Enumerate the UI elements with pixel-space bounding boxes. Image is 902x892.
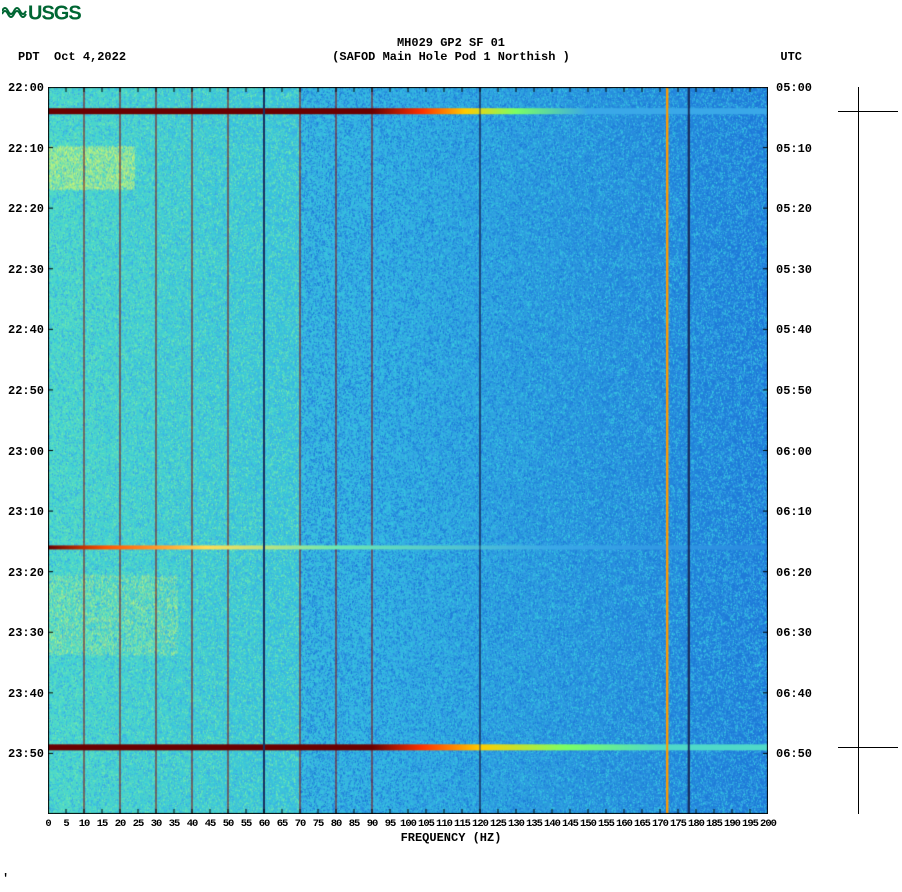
x-tick: 185: [706, 818, 722, 830]
x-tick: 40: [187, 818, 198, 830]
usgs-logo: USGS: [2, 2, 81, 26]
utc-label: UTC: [780, 50, 802, 64]
x-tick: 35: [169, 818, 180, 830]
y-tick-left: 23:40: [8, 687, 44, 701]
x-tick: 65: [277, 818, 288, 830]
y-tick-left: 22:10: [8, 142, 44, 156]
pdt-label-block: PDT Oct 4,2022: [18, 50, 126, 64]
x-tick: 130: [508, 818, 524, 830]
x-tick: 15: [97, 818, 108, 830]
pdt-label: PDT: [18, 50, 40, 64]
y-tick-right: 05:10: [776, 142, 812, 156]
x-tick: 55: [241, 818, 252, 830]
y-tick-left: 22:20: [8, 202, 44, 216]
y-tick-right: 06:10: [776, 505, 812, 519]
y-tick-left: 23:10: [8, 505, 44, 519]
x-tick: 180: [688, 818, 704, 830]
y-tick-right: 05:40: [776, 323, 812, 337]
y-tick-left: 22:30: [8, 263, 44, 277]
y-tick-right: 05:50: [776, 384, 812, 398]
x-tick: 90: [367, 818, 378, 830]
x-tick: 25: [133, 818, 144, 830]
x-tick: 110: [436, 818, 452, 830]
x-tick: 70: [295, 818, 306, 830]
x-tick: 190: [724, 818, 740, 830]
y-tick-left: 22:50: [8, 384, 44, 398]
y-tick-left: 22:00: [8, 81, 44, 95]
x-tick: 155: [598, 818, 614, 830]
chart-title-1: MH029 GP2 SF 01: [0, 36, 902, 50]
x-axis-label: FREQUENCY (HZ): [0, 831, 902, 845]
y-tick-right: 06:50: [776, 747, 812, 761]
y-tick-right: 06:40: [776, 687, 812, 701]
y-tick-right: 06:00: [776, 445, 812, 459]
x-tick: 200: [760, 818, 776, 830]
x-tick: 75: [313, 818, 324, 830]
x-tick: 20: [115, 818, 126, 830]
x-tick: 105: [418, 818, 434, 830]
x-tick: 170: [652, 818, 668, 830]
spectrogram-plot: [48, 87, 768, 814]
x-tick: 85: [349, 818, 360, 830]
x-tick: 10: [79, 818, 90, 830]
x-tick: 60: [259, 818, 270, 830]
side-trace-spike: [838, 111, 898, 112]
y-tick-left: 22:40: [8, 323, 44, 337]
side-trace-spike: [838, 747, 898, 748]
x-tick: 165: [634, 818, 650, 830]
x-tick: 95: [385, 818, 396, 830]
y-tick-left: 23:30: [8, 626, 44, 640]
y-tick-right: 06:30: [776, 626, 812, 640]
x-tick: 50: [223, 818, 234, 830]
usgs-wave-icon: [2, 2, 28, 26]
y-tick-right: 05:00: [776, 81, 812, 95]
spectrogram-canvas: [48, 87, 768, 814]
y-tick-right: 05:20: [776, 202, 812, 216]
x-tick: 160: [616, 818, 632, 830]
x-tick: 125: [490, 818, 506, 830]
x-tick: 5: [63, 818, 68, 830]
y-tick-right: 06:20: [776, 566, 812, 580]
x-tick: 135: [526, 818, 542, 830]
x-tick: 100: [400, 818, 416, 830]
chart-title-2: (SAFOD Main Hole Pod 1 Northish ): [0, 50, 902, 64]
x-tick: 120: [472, 818, 488, 830]
corner-glyph: ': [2, 872, 9, 886]
x-tick: 80: [331, 818, 342, 830]
y-tick-left: 23:00: [8, 445, 44, 459]
x-tick: 145: [562, 818, 578, 830]
x-tick: 115: [454, 818, 470, 830]
x-tick: 140: [544, 818, 560, 830]
side-trace-baseline: [858, 87, 859, 814]
date-label: Oct 4,2022: [54, 50, 126, 64]
usgs-logo-text: USGS: [28, 2, 81, 24]
x-tick: 30: [151, 818, 162, 830]
y-tick-left: 23:20: [8, 566, 44, 580]
x-tick: 150: [580, 818, 596, 830]
x-tick: 175: [670, 818, 686, 830]
y-tick-right: 05:30: [776, 263, 812, 277]
x-tick: 45: [205, 818, 216, 830]
x-tick: 195: [742, 818, 758, 830]
y-tick-left: 23:50: [8, 747, 44, 761]
x-tick: 0: [45, 818, 50, 830]
